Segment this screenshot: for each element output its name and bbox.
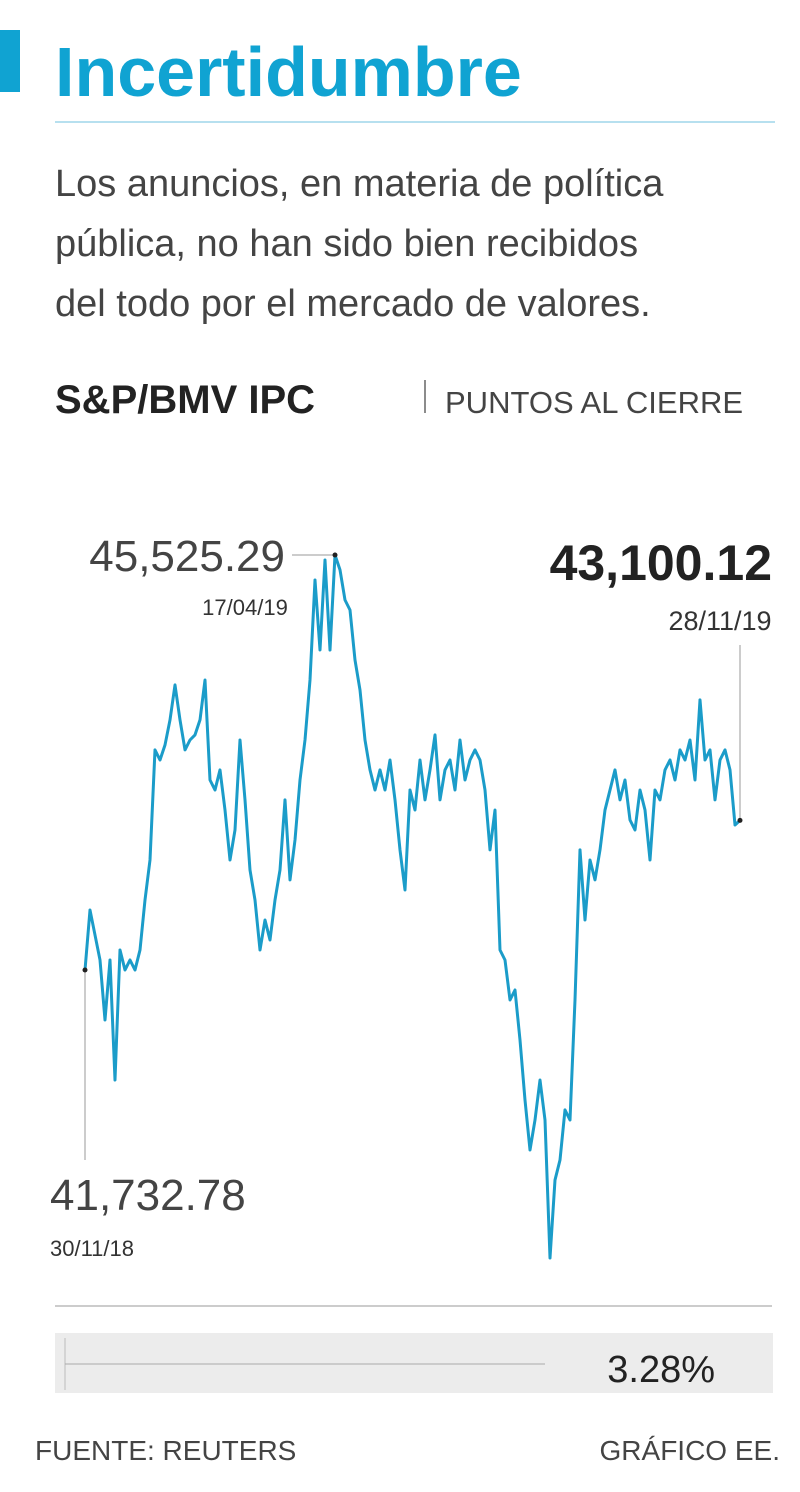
annotation-date: 30/11/18 — [50, 1236, 134, 1261]
change-box — [55, 1333, 773, 1393]
price-line — [83, 553, 742, 1260]
annotation-date: 17/04/19 — [202, 595, 288, 620]
source: FUENTE: REUTERS — [35, 1435, 296, 1466]
change-value: 3.28% — [607, 1349, 715, 1391]
subtitle-line: pública, no han sido bien recibidos — [55, 223, 638, 265]
index-name: S&P/BMV IPC — [55, 378, 315, 422]
annotation-dot — [82, 967, 88, 973]
annotation-value: 41,732.78 — [50, 1171, 246, 1220]
chart-title: Incertidumbre — [55, 33, 522, 111]
annotation-date: 28/11/19 — [668, 606, 771, 636]
subtitle-line: Los anuncios, en materia de política — [55, 163, 664, 205]
unit-label: PUNTOS AL CIERRE — [445, 385, 743, 420]
credit: GRÁFICO EE. — [600, 1435, 780, 1466]
subtitle-line: del todo por el mercado de valores. — [55, 283, 651, 325]
annotation-dot — [332, 552, 338, 558]
title-marker — [0, 30, 20, 92]
annotation-dot — [737, 817, 743, 823]
annotation-value: 43,100.12 — [550, 535, 772, 591]
annotation-value: 45,525.29 — [89, 532, 285, 581]
